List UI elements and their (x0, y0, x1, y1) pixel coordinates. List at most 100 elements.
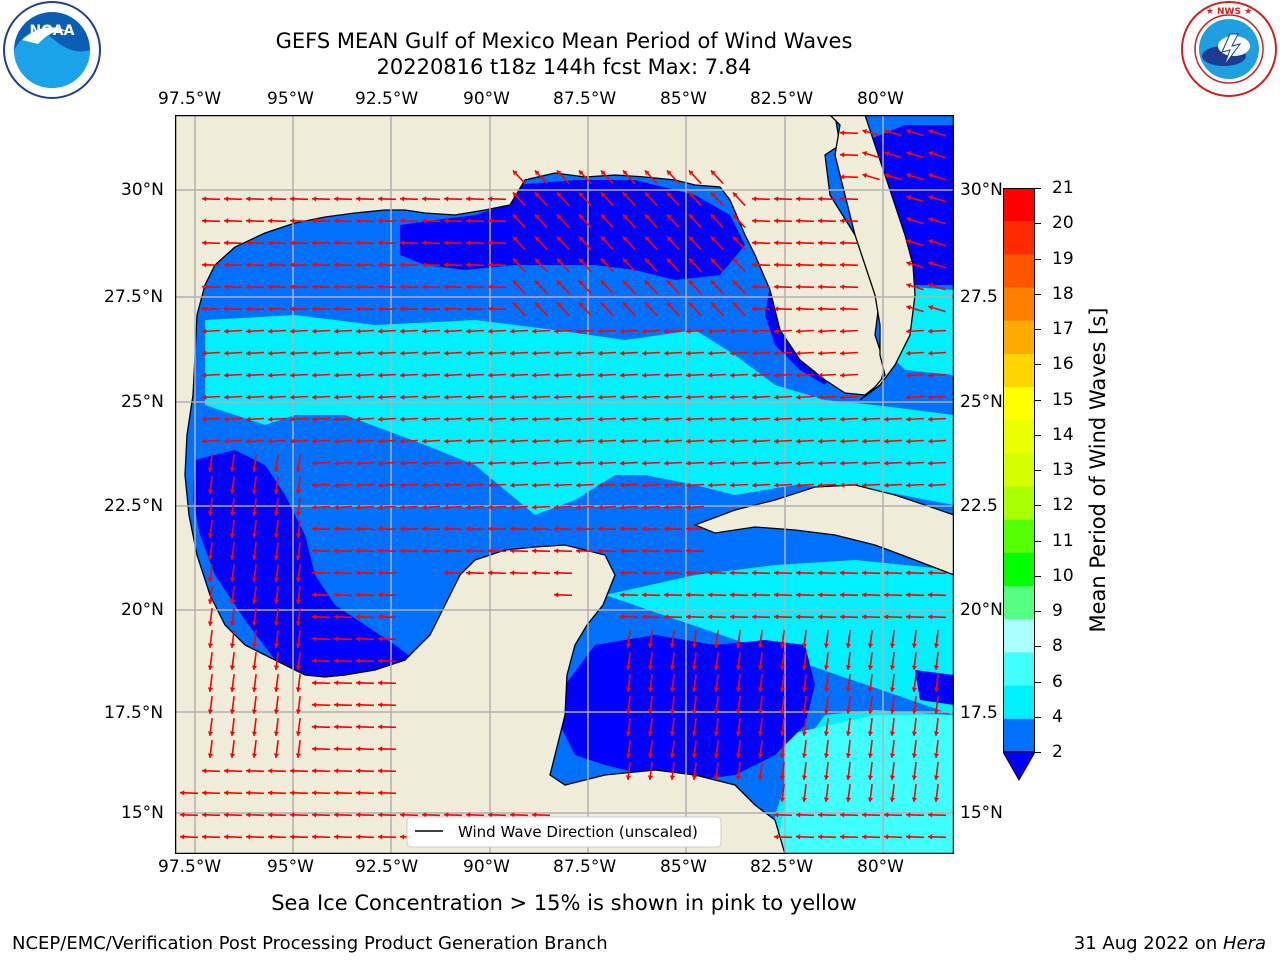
direction-arrow-head (488, 196, 493, 202)
direction-arrow-head (933, 775, 940, 780)
direction-arrow-head (823, 775, 830, 780)
direction-arrow-head (334, 548, 339, 554)
direction-arrow-head (598, 416, 603, 422)
direction-arrow-head (598, 526, 603, 532)
direction-arrow-head (356, 482, 361, 488)
direction-arrow-head (444, 416, 449, 422)
direction-arrow-head (688, 236, 694, 242)
direction-arrow-head (796, 240, 801, 246)
direction-arrow-head (686, 350, 691, 356)
direction-arrow-head (818, 328, 823, 334)
direction-arrow-head (862, 570, 867, 576)
lon-tick-bottom: 80°W (857, 857, 904, 877)
direction-arrow-head (708, 372, 713, 378)
direction-arrow-head (512, 258, 518, 264)
direction-arrow-head (691, 753, 698, 758)
direction-arrow-head (801, 797, 808, 802)
colorbar-segment (1003, 221, 1035, 255)
direction-arrow-head (708, 592, 713, 598)
direction-arrow-head (796, 482, 801, 488)
direction-arrow-head (290, 790, 295, 796)
direction-arrow-head (801, 687, 808, 692)
direction-arrow-head (691, 643, 698, 648)
direction-arrow-head (889, 709, 896, 714)
direction-arrow-head (928, 394, 933, 400)
branch-credit: NCEP/EMC/Verification Post Processing Pr… (12, 933, 608, 954)
direction-arrow-head (818, 614, 823, 620)
noaa-logo: NOAA (2, 0, 102, 100)
direction-arrow-head (796, 262, 801, 268)
direction-arrow-head (576, 526, 581, 532)
direction-arrow-head (664, 570, 669, 576)
direction-arrow-head (867, 753, 874, 758)
direction-arrow-head (556, 258, 562, 264)
direction-arrow-head (251, 665, 258, 670)
direction-arrow-head (312, 680, 317, 686)
run-date-text: 31 Aug 2022 on (1073, 933, 1223, 954)
direction-arrow-head (400, 482, 405, 488)
colorbar-tick-mark (1035, 716, 1041, 718)
direction-arrow-head (273, 753, 280, 758)
direction-arrow-head (466, 262, 471, 268)
direction-arrow-head (312, 614, 317, 620)
direction-arrow-head (862, 812, 867, 818)
direction-arrow-head (422, 328, 427, 334)
colorbar-tick-mark (1035, 611, 1041, 612)
direction-arrow-head (600, 192, 606, 198)
direction-arrow-head (378, 504, 383, 510)
colorbar-tick-label: 8 (1052, 636, 1063, 657)
direction-arrow-head (845, 775, 852, 780)
direction-arrow-head (532, 548, 537, 554)
direction-arrow-head (229, 489, 236, 494)
direction-arrow-head (466, 284, 471, 290)
direction-arrow-head (823, 797, 830, 802)
direction-arrow-head (906, 261, 912, 267)
direction-arrow-head (444, 394, 449, 400)
direction-arrow-head (774, 196, 779, 202)
direction-arrow-head (906, 394, 911, 400)
direction-arrow-head (906, 592, 911, 598)
direction-arrow-head (752, 460, 757, 466)
direction-arrow-head (840, 284, 845, 290)
colorbar-tick-mark (1035, 575, 1041, 577)
direction-arrow-head (686, 482, 691, 488)
direction-arrow-head (400, 548, 405, 554)
direction-arrow-head (735, 731, 742, 736)
direction-arrow-head (554, 438, 559, 444)
direction-arrow-head (578, 236, 584, 242)
direction-arrow-head (334, 724, 339, 730)
direction-arrow-head (400, 460, 405, 466)
colorbar-tick-label: 2 (1052, 742, 1063, 762)
direction-arrow-head (488, 548, 493, 554)
direction-arrow-head (774, 306, 779, 312)
direction-arrow-head (532, 482, 537, 488)
direction-arrow-head (730, 372, 735, 378)
direction-arrow-head (620, 504, 625, 510)
direction-arrow-head (207, 489, 214, 494)
direction-arrow-head (207, 731, 214, 736)
direction-arrow-head (444, 328, 449, 334)
direction-arrow-head (334, 262, 339, 268)
direction-arrow-head (840, 218, 845, 224)
direction-arrow-head (598, 394, 603, 400)
direction-arrow-head (378, 526, 383, 532)
direction-arrow-head (710, 192, 716, 198)
direction-arrow-head (862, 173, 868, 179)
direction-arrow-head (779, 753, 786, 758)
direction-arrow-head (818, 218, 823, 224)
direction-arrow-head (686, 416, 691, 422)
direction-arrow-head (823, 665, 830, 670)
direction-arrow-head (400, 438, 405, 444)
direction-arrow-head (356, 460, 361, 466)
direction-arrow-head (911, 775, 918, 780)
direction-arrow-head (400, 394, 405, 400)
direction-arrow-head (576, 394, 581, 400)
direction-arrow-head (732, 302, 738, 308)
direction-arrow-head (246, 394, 251, 400)
direction-arrow-head (796, 394, 801, 400)
direction-arrow-head (796, 614, 801, 620)
direction-arrow-head (928, 261, 934, 267)
direction-arrow-head (779, 731, 786, 736)
direction-arrow-head (642, 526, 647, 532)
direction-arrow-head (598, 548, 603, 554)
